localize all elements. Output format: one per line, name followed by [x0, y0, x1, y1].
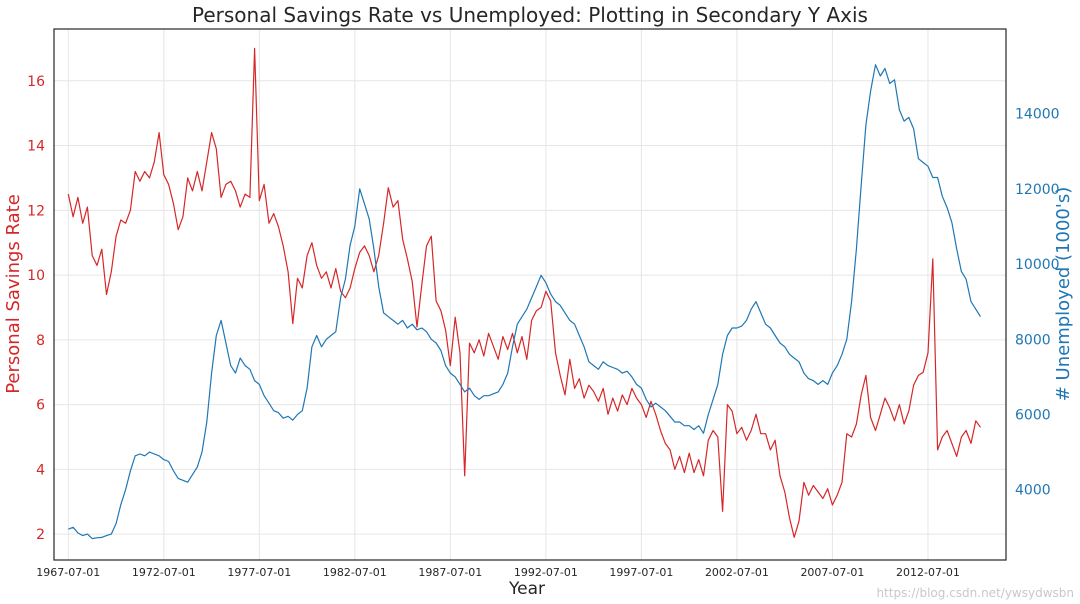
- x-tick-label: 1972-07-01: [132, 566, 196, 579]
- left-y-tick-label: 2: [36, 527, 45, 543]
- left-y-tick-label: 12: [27, 203, 45, 219]
- right-y-tick-label: 6000: [1015, 407, 1051, 423]
- right-y-axis-ticks: 4000 6000 8000 10000 12000 14000: [1015, 107, 1060, 499]
- left-y-tick-label: 8: [36, 333, 45, 349]
- left-y-axis-label: Personal Savings Rate: [3, 194, 24, 394]
- x-tick-label: 1967-07-01: [36, 566, 100, 579]
- x-axis-label: Year: [508, 579, 545, 599]
- left-y-tick-label: 4: [36, 462, 45, 478]
- savings-rate-line: [67, 47, 981, 538]
- left-y-tick-label: 10: [27, 268, 45, 284]
- left-y-tick-label: 16: [27, 74, 45, 90]
- watermark: https://blog.csdn.net/ywsydwsbn: [876, 586, 1074, 600]
- right-y-tick-label: 12000: [1015, 182, 1060, 198]
- series-lines: [67, 47, 982, 540]
- x-tick-label: 1977-07-01: [227, 566, 291, 579]
- x-axis-ticks: 1967-07-01 1972-07-01 1977-07-01 1982-07-01…: [36, 566, 960, 579]
- x-tick-label: 1987-07-01: [418, 566, 482, 579]
- grid-lines: [54, 29, 1006, 560]
- right-y-tick-label: 8000: [1015, 332, 1051, 348]
- chart-title: Personal Savings Rate vs Unemployed: Plo…: [192, 3, 868, 27]
- x-tick-label: 1992-07-01: [514, 566, 578, 579]
- right-y-axis-label: # Unemployed (1000's): [1053, 187, 1074, 402]
- x-tick-label: 2007-07-01: [800, 566, 864, 579]
- x-tick-label: 1982-07-01: [323, 566, 387, 579]
- unemployed-line: [68, 64, 982, 540]
- x-tick-label: 1997-07-01: [609, 566, 673, 579]
- right-y-tick-label: 10000: [1015, 257, 1060, 273]
- left-y-tick-label: 14: [27, 139, 45, 155]
- left-y-tick-label: 6: [36, 398, 45, 414]
- left-y-axis-ticks: 2 4 6 8 10 12 14 16: [27, 74, 45, 543]
- plot-frame: [53, 28, 1007, 561]
- x-tick-label: 2012-07-01: [896, 566, 960, 579]
- right-y-tick-label: 4000: [1015, 483, 1051, 499]
- right-y-tick-label: 14000: [1015, 107, 1060, 123]
- x-tick-label: 2002-07-01: [705, 566, 769, 579]
